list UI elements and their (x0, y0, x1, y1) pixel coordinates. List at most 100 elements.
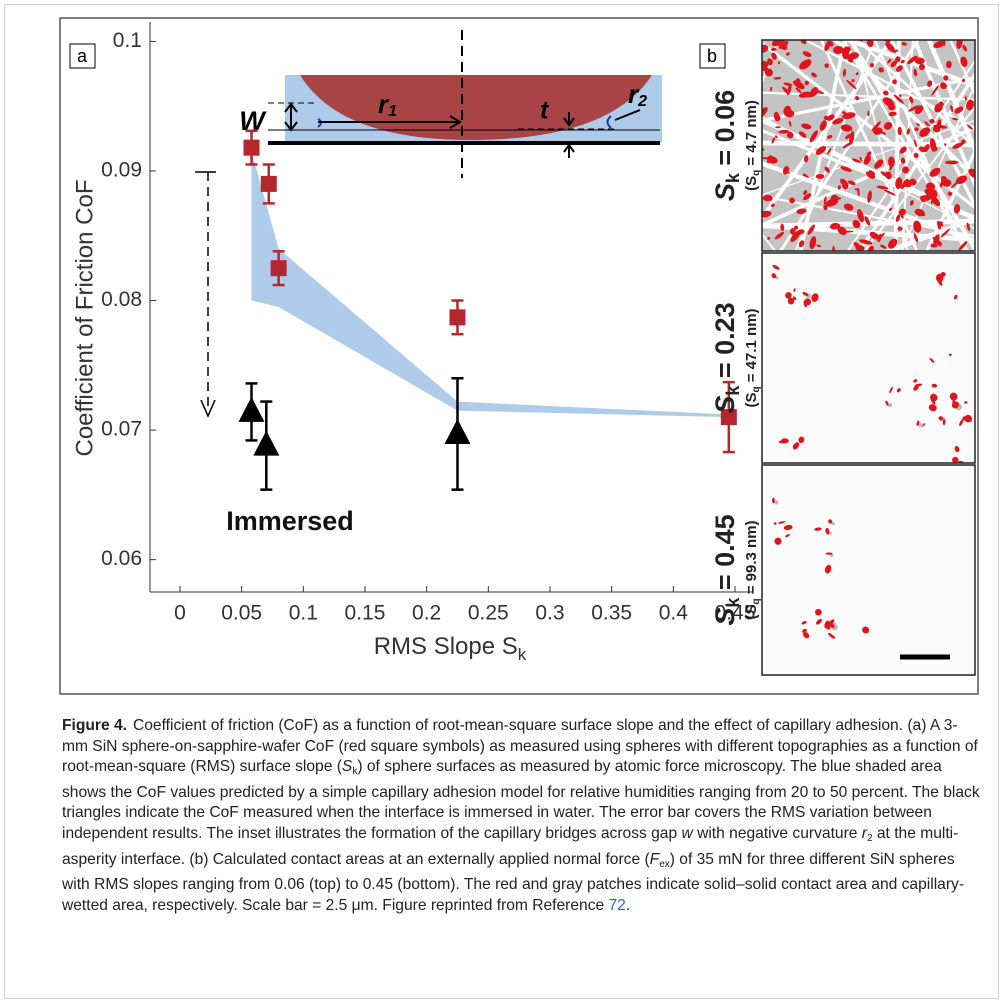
roughness-label-value: = 99.3 nm) (743, 520, 760, 598)
contact-patch (859, 239, 873, 245)
caption-italic: S (341, 758, 353, 776)
contact-patch (793, 288, 796, 292)
inset-r2: r2 (628, 79, 647, 110)
contact-patch (940, 82, 947, 90)
contact-patch (824, 166, 830, 173)
contact-patch (778, 440, 787, 444)
contact-patch (889, 386, 893, 394)
inset-t: t (540, 97, 550, 125)
square-marker (260, 175, 277, 192)
contact-patch (930, 194, 941, 207)
contact-patch (840, 166, 852, 172)
contact-patch (953, 294, 958, 300)
contact-patch (921, 210, 926, 217)
contact-patch (949, 392, 958, 401)
contact-patch (920, 195, 932, 201)
scratch (762, 119, 975, 196)
contact-patch (762, 210, 772, 218)
contact-patch (796, 208, 807, 215)
contact-patch (923, 144, 930, 153)
panel-label-box (699, 43, 726, 69)
contact-patch (802, 173, 809, 178)
contact-patch (937, 222, 942, 230)
contact-patch (795, 87, 802, 93)
contact-patch (885, 42, 896, 53)
contact-patch (851, 158, 861, 163)
contact-patch (816, 244, 822, 247)
contact-patch (803, 193, 812, 201)
contact-patch (962, 44, 968, 52)
scratch (762, 125, 975, 228)
contact-patch (919, 127, 931, 137)
triangle-marker (444, 418, 471, 444)
x-tick-label: 0.2 (412, 602, 441, 625)
contact-patch (938, 416, 942, 419)
slope-label-value: = 0.23 (710, 302, 740, 385)
x-tick-label: 0.1 (289, 602, 318, 625)
contact-patch (953, 204, 961, 214)
contact-patch (851, 79, 855, 83)
contact-patch (773, 76, 782, 80)
sphere-cap (300, 75, 652, 140)
roughness-label: (Sq = 4.7 nm) (743, 100, 762, 191)
contact-patch (855, 72, 859, 76)
slope-label-value: = 0.45 (710, 514, 740, 597)
contact-patch (842, 68, 847, 77)
roughness-label: (Sq = 47.1 nm) (743, 308, 762, 407)
contact-patch (771, 137, 776, 144)
slope-label: Sk = 0.45 (710, 514, 743, 625)
x-tick-label: 0.35 (591, 602, 632, 625)
contact-patch (880, 244, 887, 249)
contact-patch (762, 194, 773, 202)
contact-patch (937, 279, 943, 286)
contact-patch (782, 166, 790, 175)
roughness-label-open: (S (743, 176, 760, 191)
contact-patch (804, 40, 807, 45)
contact-patch (892, 79, 897, 85)
scratch (889, 40, 975, 210)
wetted-patch (887, 403, 893, 408)
contact-patch (837, 185, 841, 190)
contact-patch (825, 198, 839, 207)
inset-r1-base: r (378, 89, 390, 119)
contact-patch (889, 159, 894, 171)
contact-patch (849, 131, 855, 145)
contact-patch (786, 52, 790, 56)
contact-patch (802, 628, 807, 633)
y-tick-label: 0.06 (101, 547, 142, 570)
panel-label-box (69, 43, 96, 69)
scratch (762, 117, 975, 222)
contact-patch (815, 608, 822, 616)
contact-patch (799, 59, 812, 70)
roughness-label-value: = 47.1 nm) (743, 308, 760, 386)
contact-patch (801, 621, 807, 625)
scratch (762, 140, 975, 148)
contact-patch (901, 42, 907, 46)
contact-patch (876, 185, 889, 190)
contact-patch (775, 126, 781, 129)
contact-patch (842, 46, 850, 60)
contact-patch (771, 40, 785, 47)
contact-patch (931, 145, 938, 152)
scratch (924, 147, 975, 251)
caption-plain: Coefficient of friction (CoF) as a funct… (62, 717, 978, 776)
contact-patch (855, 96, 860, 101)
caption-link[interactable]: 72 (608, 896, 626, 914)
contact-patch (793, 296, 797, 301)
contact-patch (914, 57, 925, 65)
contact-patch (897, 226, 903, 231)
contact-patch (890, 60, 898, 68)
contact-patch (930, 393, 938, 402)
contact-patch (913, 379, 918, 383)
contact-patch (903, 179, 912, 188)
contact-patch (847, 180, 856, 186)
contact-patch (819, 120, 827, 131)
contact-patch (929, 167, 941, 177)
contact-patch (815, 146, 827, 155)
contact-patch (769, 86, 773, 92)
slope-label: Sk = 0.23 (710, 302, 743, 413)
map-border (761, 252, 976, 464)
contact-patch (853, 242, 860, 248)
contact-patch (887, 58, 892, 64)
square-marker (243, 139, 260, 156)
